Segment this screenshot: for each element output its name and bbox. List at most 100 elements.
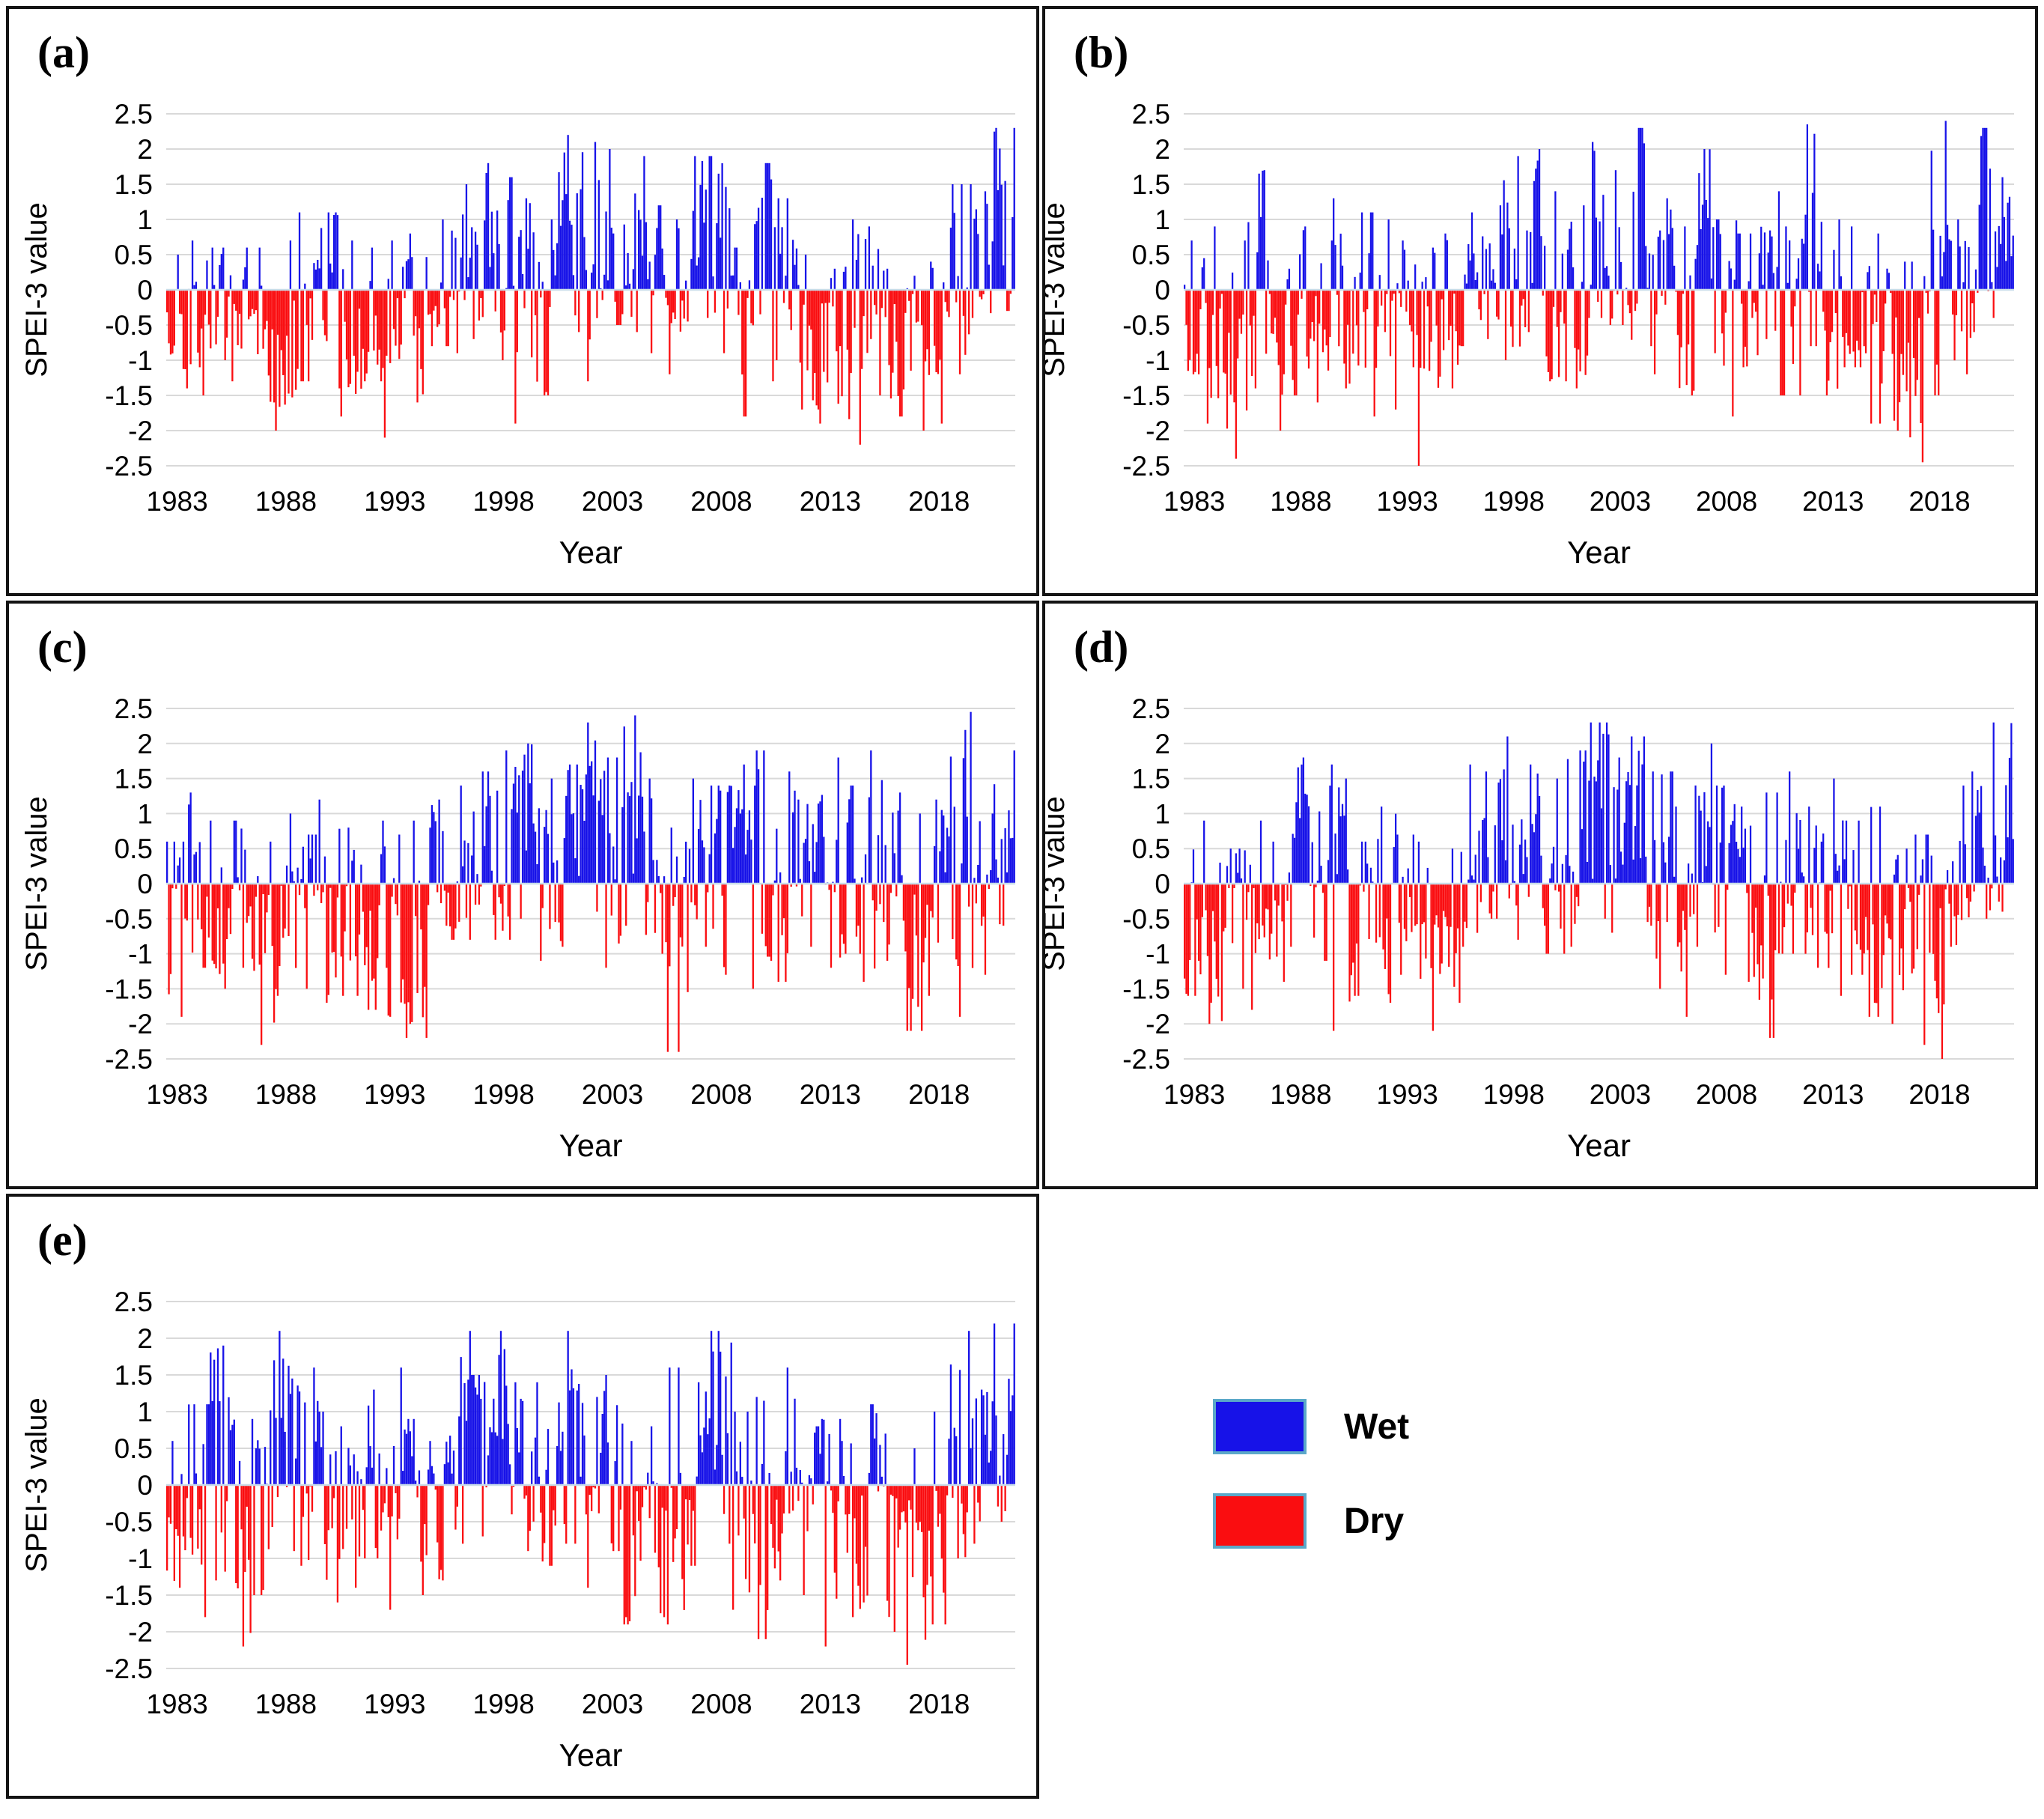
svg-text:-1: -1 — [1146, 345, 1170, 376]
svg-text:0: 0 — [137, 869, 153, 899]
svg-text:2018: 2018 — [1908, 486, 1970, 517]
svg-text:2013: 2013 — [1802, 486, 1864, 517]
svg-text:1.5: 1.5 — [115, 764, 153, 795]
svg-text:2: 2 — [1155, 134, 1170, 165]
svg-text:Year: Year — [1567, 1128, 1631, 1163]
svg-text:1993: 1993 — [364, 1689, 425, 1719]
svg-text:-1: -1 — [128, 1543, 153, 1574]
svg-text:1988: 1988 — [255, 486, 317, 517]
wet-swatch-icon — [1213, 1399, 1307, 1454]
svg-text:1.5: 1.5 — [115, 169, 153, 200]
svg-text:0: 0 — [1155, 869, 1170, 899]
legend: Wet Dry — [1213, 1399, 1409, 1549]
svg-text:-2: -2 — [1146, 1009, 1170, 1039]
svg-text:-0.5: -0.5 — [105, 310, 153, 341]
svg-text:2013: 2013 — [800, 1689, 861, 1719]
svg-text:-2.5: -2.5 — [105, 451, 153, 482]
svg-text:-2.5: -2.5 — [105, 1044, 153, 1075]
svg-text:2018: 2018 — [908, 486, 970, 517]
legend-item-dry: Dry — [1213, 1493, 1409, 1549]
svg-text:2013: 2013 — [800, 1079, 861, 1110]
svg-text:1998: 1998 — [1483, 486, 1545, 517]
svg-text:2013: 2013 — [1802, 1079, 1864, 1110]
svg-text:2003: 2003 — [1590, 1079, 1651, 1110]
svg-text:-2.5: -2.5 — [1122, 451, 1170, 482]
svg-text:-1: -1 — [1146, 939, 1170, 970]
svg-text:-2: -2 — [128, 416, 153, 446]
svg-text:2003: 2003 — [582, 1079, 643, 1110]
svg-text:Year: Year — [559, 1128, 623, 1163]
svg-text:1.5: 1.5 — [1132, 764, 1170, 795]
panel-a-label: (a) — [37, 28, 90, 77]
svg-text:Year: Year — [1567, 535, 1631, 570]
svg-text:1988: 1988 — [255, 1079, 317, 1110]
svg-text:2: 2 — [1155, 729, 1170, 759]
svg-text:2.5: 2.5 — [115, 1287, 153, 1317]
svg-text:2.5: 2.5 — [1132, 693, 1170, 724]
svg-text:-1.5: -1.5 — [105, 380, 153, 411]
svg-text:SPEI-3 value: SPEI-3 value — [20, 1397, 53, 1572]
svg-text:Year: Year — [559, 535, 623, 570]
svg-text:0.5: 0.5 — [115, 1433, 153, 1464]
panel-d-label: (d) — [1074, 622, 1129, 672]
legend-item-wet: Wet — [1213, 1399, 1409, 1454]
svg-text:2008: 2008 — [1696, 486, 1757, 517]
svg-text:1.5: 1.5 — [115, 1360, 153, 1391]
panel-a: (a) 2.5 2 1.5 1 0.5 0 -0.5 -1 -1.5 -2 -2.5 1983 1988… — [6, 6, 1039, 596]
panel-e: (e) 2.5 2 1.5 1 0.5 0 -0.5 -1 -1.5 -2 -2.5 1983 1988… — [6, 1194, 1039, 1799]
svg-text:2003: 2003 — [582, 1689, 643, 1719]
svg-text:-2.5: -2.5 — [105, 1654, 153, 1684]
svg-text:SPEI-3 value: SPEI-3 value — [20, 202, 53, 377]
legend-label-dry: Dry — [1344, 1501, 1405, 1541]
svg-text:2: 2 — [137, 729, 153, 759]
dry-swatch-icon — [1213, 1493, 1307, 1549]
svg-text:-1.5: -1.5 — [105, 1580, 153, 1611]
svg-text:-1.5: -1.5 — [1122, 380, 1170, 411]
svg-text:2003: 2003 — [582, 486, 643, 517]
svg-text:2013: 2013 — [800, 486, 861, 517]
svg-text:1: 1 — [137, 204, 153, 235]
svg-text:0.5: 0.5 — [115, 833, 153, 864]
svg-text:0.5: 0.5 — [115, 240, 153, 270]
svg-text:-1.5: -1.5 — [1122, 974, 1170, 1004]
svg-text:-0.5: -0.5 — [1122, 310, 1170, 341]
svg-text:1993: 1993 — [364, 1079, 425, 1110]
svg-text:-2: -2 — [128, 1617, 153, 1648]
svg-text:1983: 1983 — [146, 1689, 207, 1719]
svg-text:1998: 1998 — [473, 1079, 535, 1110]
svg-text:1993: 1993 — [364, 486, 425, 517]
svg-text:-0.5: -0.5 — [1122, 904, 1170, 935]
svg-text:2.5: 2.5 — [115, 99, 153, 130]
svg-text:2008: 2008 — [690, 1689, 752, 1719]
svg-text:2008: 2008 — [690, 486, 752, 517]
svg-text:SPEI-3 value: SPEI-3 value — [1045, 202, 1071, 377]
svg-text:-2: -2 — [1146, 416, 1170, 446]
svg-text:2008: 2008 — [1696, 1079, 1757, 1110]
svg-text:2.5: 2.5 — [1132, 99, 1170, 130]
svg-text:2003: 2003 — [1590, 486, 1651, 517]
svg-text:-2.5: -2.5 — [1122, 1044, 1170, 1075]
svg-text:2018: 2018 — [908, 1079, 970, 1110]
svg-text:SPEI-3 value: SPEI-3 value — [1045, 796, 1071, 971]
spei3-chart-b: 2.5 2 1.5 1 0.5 0 -0.5 -1 -1.5 -2 -2.5 1983 1988 1993… — [1045, 99, 2014, 570]
svg-text:2018: 2018 — [1908, 1079, 1970, 1110]
svg-text:1998: 1998 — [473, 1689, 535, 1719]
svg-text:1: 1 — [1155, 798, 1170, 829]
svg-text:1998: 1998 — [473, 486, 535, 517]
svg-text:Year: Year — [559, 1737, 623, 1773]
svg-text:-0.5: -0.5 — [105, 1507, 153, 1537]
svg-text:SPEI-3 value: SPEI-3 value — [20, 796, 53, 971]
panel-e-label: (e) — [37, 1215, 88, 1265]
svg-text:1993: 1993 — [1376, 1079, 1438, 1110]
svg-text:1988: 1988 — [1270, 486, 1331, 517]
svg-text:1988: 1988 — [1270, 1079, 1331, 1110]
svg-text:1983: 1983 — [1164, 1079, 1225, 1110]
svg-text:1.5: 1.5 — [1132, 169, 1170, 200]
svg-text:0: 0 — [137, 1470, 153, 1501]
panel-c-label: (c) — [37, 622, 88, 672]
panel-b-label: (b) — [1074, 28, 1129, 77]
spei3-chart-a: 2.5 2 1.5 1 0.5 0 -0.5 -1 -1.5 -2 -2.5 1983 1988 1993… — [20, 99, 1015, 570]
svg-text:1983: 1983 — [146, 486, 207, 517]
svg-text:1983: 1983 — [146, 1079, 207, 1110]
svg-text:2.5: 2.5 — [115, 693, 153, 724]
